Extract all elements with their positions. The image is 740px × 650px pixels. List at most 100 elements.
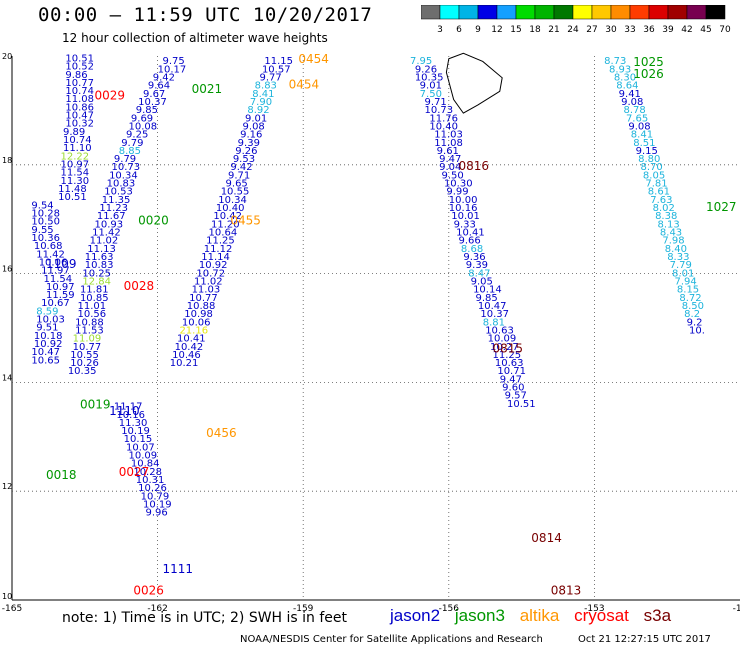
x-tick-label: -162 [147, 604, 167, 614]
swh-value: 10.72 [196, 268, 225, 279]
swh-value: 11.25 [492, 350, 521, 361]
swh-value: 9.64 [148, 81, 170, 92]
scale-label: 42 [681, 25, 692, 35]
swh-value: 10.53 [104, 187, 133, 198]
x-tick-label: -159 [293, 604, 314, 614]
swh-value: 10.08 [128, 121, 157, 132]
swh-value: 9.66 [459, 236, 481, 247]
y-tick-label: 18 [2, 156, 12, 165]
pass-time-label: 1111 [162, 562, 193, 576]
swh-value: 10.00 [449, 195, 478, 206]
swh-value: 11.42 [36, 249, 65, 260]
pass-time-label: 0029 [95, 89, 126, 103]
pass-time-label: 0454 [289, 78, 320, 92]
swh-value: 9.50 [442, 170, 464, 181]
swh-value: 8.47 [468, 268, 490, 279]
swh-value: 11.59 [46, 290, 75, 301]
swh-value: 11.01 [78, 301, 107, 312]
swh-value: 8.33 [667, 252, 689, 263]
y-tick-label: 14 [2, 373, 12, 382]
swh-value: 11.03 [434, 130, 463, 141]
swh-value: 9.01 [245, 113, 267, 124]
swh-value: 10.74 [65, 86, 94, 97]
swh-value: 10.31 [136, 475, 165, 486]
swh-value: 10.34 [109, 170, 138, 181]
swh-value: 10.16 [116, 410, 145, 421]
scale-label: 36 [643, 25, 655, 35]
swh-value: 10.92 [199, 260, 228, 271]
swh-value: 10.57 [262, 64, 291, 75]
swh-value: 9.85 [475, 293, 497, 304]
swh-value: 8.93 [609, 64, 631, 75]
legend-jason2: jason2 [390, 606, 441, 625]
swh-value: 9.42 [230, 162, 252, 173]
swh-value: 10.73 [111, 162, 140, 173]
swh-value: 9.99 [446, 187, 468, 198]
swh-value: 10.30 [444, 179, 473, 190]
swh-value: 10.41 [177, 334, 206, 345]
swh-value: 11.67 [97, 211, 126, 222]
swh-value: 10.84 [131, 459, 160, 470]
x-tick-label: -165 [2, 604, 22, 614]
swh-value: 9.26 [235, 146, 257, 157]
swh-value: 8.43 [660, 228, 682, 239]
swh-value: 10.55 [221, 187, 250, 198]
swh-value: 10.42 [175, 342, 204, 353]
swh-value: 10.92 [34, 339, 63, 350]
swh-value: 10.51 [507, 399, 536, 410]
swh-value: 10.06 [182, 317, 211, 328]
swh-value: 8.83 [255, 81, 277, 92]
swh-value: 9.57 [505, 391, 527, 402]
swh-value: 10.71 [497, 366, 526, 377]
swh-value: 11.53 [75, 325, 104, 336]
swh-value: 11.81 [80, 285, 109, 296]
y-tick-label: 20 [2, 52, 12, 61]
swh-value: 8.92 [247, 105, 269, 116]
swh-value: 8.40 [665, 244, 687, 255]
scale-label: 18 [529, 25, 541, 35]
swh-value: 10.86 [65, 102, 94, 113]
swh-value: 9.41 [619, 89, 641, 100]
y-tick-label: 12 [2, 482, 12, 491]
swh-value: 9.51 [36, 323, 58, 334]
swh-value: 10.47 [65, 111, 94, 122]
swh-value: 10.07 [126, 442, 155, 453]
pass-time-label: 0816 [459, 159, 490, 173]
swh-value: 10.68 [34, 241, 63, 252]
swh-value: 10.88 [187, 301, 216, 312]
swh-value: 8.05 [643, 170, 665, 181]
swh-value: 10.64 [209, 228, 238, 239]
swh-value: 10.67 [41, 298, 70, 309]
swh-value: 12.84 [82, 276, 111, 287]
swh-value: 9.42 [153, 72, 175, 83]
legend-s3a: s3a [643, 606, 672, 625]
swh-value: 10.47 [31, 347, 60, 358]
pass-time-label: 0026 [133, 584, 164, 598]
swh-value: 7.95 [410, 56, 432, 67]
swh-value: 8.78 [624, 105, 646, 116]
generated-timestamp: Oct 21 12:27:15 UTC 2017 [578, 634, 711, 645]
swh-value: 10.85 [80, 293, 109, 304]
pass-time-label: 0019 [80, 398, 111, 412]
legend-altika: altika [519, 606, 560, 625]
scale-label: 45 [700, 25, 711, 35]
swh-value: 10.25 [82, 268, 111, 279]
swh-value: 10.37 [138, 97, 167, 108]
scale-label: 3 [437, 25, 443, 35]
pass-time-label: 0454 [298, 52, 329, 66]
swh-value: 8.38 [655, 211, 677, 222]
swh-value: 10.35 [415, 72, 444, 83]
swh-value: 8.15 [677, 285, 699, 296]
swh-value: 9.04 [439, 162, 461, 173]
x-tick-label: -156 [439, 604, 460, 614]
swh-value: 9.47 [500, 374, 522, 385]
legend-jason3: jason3 [454, 606, 505, 625]
scale-label: 70 [719, 25, 731, 35]
scale-label: 21 [548, 25, 559, 35]
swh-value: 11.54 [61, 168, 90, 179]
island-outline [445, 52, 503, 114]
pass-time-label: 0027 [119, 465, 150, 479]
pass-time-label: 0813 [551, 584, 582, 598]
swh-value: 8.70 [641, 162, 663, 173]
swh-value: 7.90 [250, 97, 272, 108]
